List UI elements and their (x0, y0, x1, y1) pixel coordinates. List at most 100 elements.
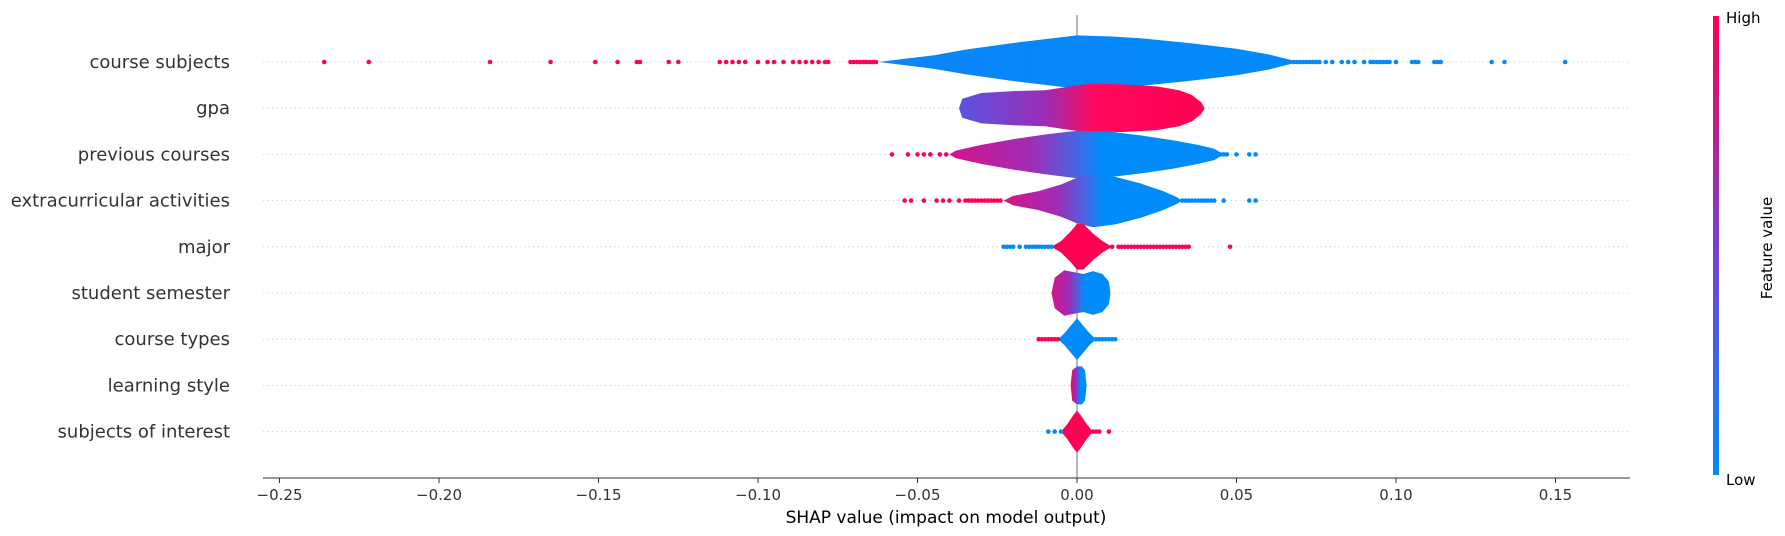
point-low (1371, 59, 1376, 65)
point-low (1195, 198, 1201, 203)
point-high (943, 152, 949, 157)
point-low (1253, 152, 1258, 157)
point-high (615, 59, 620, 65)
point-high (781, 59, 786, 65)
point-low (1049, 244, 1054, 250)
point-low (1345, 59, 1351, 65)
point-low (1253, 198, 1258, 203)
point-low (1093, 336, 1099, 342)
colorbar-high-label: High (1726, 9, 1760, 27)
point-high (889, 152, 895, 157)
point-high (634, 59, 640, 65)
point-high (1173, 244, 1179, 250)
x-axis-title: SHAP value (impact on model output) (786, 508, 1107, 528)
feature-labels: course subjects gpa previous courses extrac… (11, 52, 231, 443)
point-low (1202, 198, 1207, 203)
point-low (1234, 152, 1239, 157)
point-high (982, 198, 987, 203)
point-high (736, 59, 742, 65)
point-low (1294, 59, 1300, 65)
point-high (908, 198, 914, 203)
x-tick-label: 0.10 (1379, 486, 1412, 504)
point-low (1352, 59, 1357, 65)
point-low (1304, 59, 1309, 65)
colorbar-low-label: Low (1726, 471, 1756, 489)
point-high (666, 59, 671, 65)
row-gridlines (263, 61, 1630, 433)
violin-learning-style (1070, 366, 1087, 405)
point-high (717, 59, 722, 65)
point-high (966, 198, 971, 203)
point-low (1339, 59, 1345, 65)
point-high (803, 59, 809, 65)
point-high (1042, 336, 1048, 342)
point-high (809, 59, 815, 65)
point-high (755, 59, 761, 65)
point-low (1224, 152, 1230, 157)
point-low (1323, 59, 1329, 65)
point-high (979, 198, 984, 203)
point-high (637, 59, 643, 65)
point-low (1189, 198, 1195, 203)
point-high (771, 59, 777, 65)
point-high (1125, 244, 1131, 250)
point-low (1310, 59, 1316, 65)
point-low (1046, 244, 1051, 250)
point-low (1368, 59, 1373, 65)
point-low (1247, 198, 1252, 203)
point-high (848, 59, 853, 65)
violin-major (1051, 224, 1113, 270)
point-low (1221, 198, 1226, 203)
point-high (940, 198, 946, 203)
point-low (1208, 198, 1214, 203)
point-high (937, 152, 943, 157)
point-low (1377, 59, 1383, 65)
point-high (1128, 244, 1134, 250)
point-low (1205, 198, 1211, 203)
point-low (1180, 198, 1185, 203)
point-low (1023, 244, 1029, 250)
point-low (1317, 59, 1322, 65)
point-high (1093, 429, 1099, 434)
point-high (593, 59, 598, 65)
point-high (975, 198, 981, 203)
point-high (921, 152, 927, 157)
point-low (1307, 59, 1313, 65)
point-high (1144, 244, 1150, 250)
point-high (867, 59, 872, 65)
point-low (1183, 198, 1188, 203)
point-low (1221, 152, 1226, 157)
point-low (1361, 59, 1367, 65)
point-high (1106, 429, 1112, 434)
point-high (1157, 244, 1163, 250)
point-low (1393, 59, 1399, 65)
colorbar-gradient (1713, 16, 1719, 475)
x-tick-label: −0.25 (257, 486, 303, 504)
feature-label: learning style (108, 375, 230, 396)
x-tick-label: 0.05 (1220, 486, 1253, 504)
point-high (902, 198, 907, 203)
point-high (1227, 244, 1233, 250)
point-high (1151, 244, 1156, 250)
feature-label: course types (115, 329, 230, 350)
point-low (1301, 59, 1306, 65)
point-low (1106, 336, 1112, 342)
point-low (1103, 336, 1108, 342)
point-high (870, 59, 876, 65)
point-low (1192, 198, 1198, 203)
point-high (1176, 244, 1182, 250)
point-low (1562, 59, 1568, 65)
point-low (1033, 244, 1038, 250)
point-low (1010, 244, 1016, 250)
point-high (1132, 244, 1137, 250)
point-high (854, 59, 860, 65)
point-low (1017, 244, 1022, 250)
point-low (1412, 59, 1418, 65)
point-high (851, 59, 856, 65)
point-low (1435, 59, 1440, 65)
x-tick-label: −0.15 (576, 486, 622, 504)
point-high (972, 198, 978, 203)
point-high (1109, 244, 1115, 250)
point-low (1211, 198, 1217, 203)
point-high (915, 152, 920, 157)
